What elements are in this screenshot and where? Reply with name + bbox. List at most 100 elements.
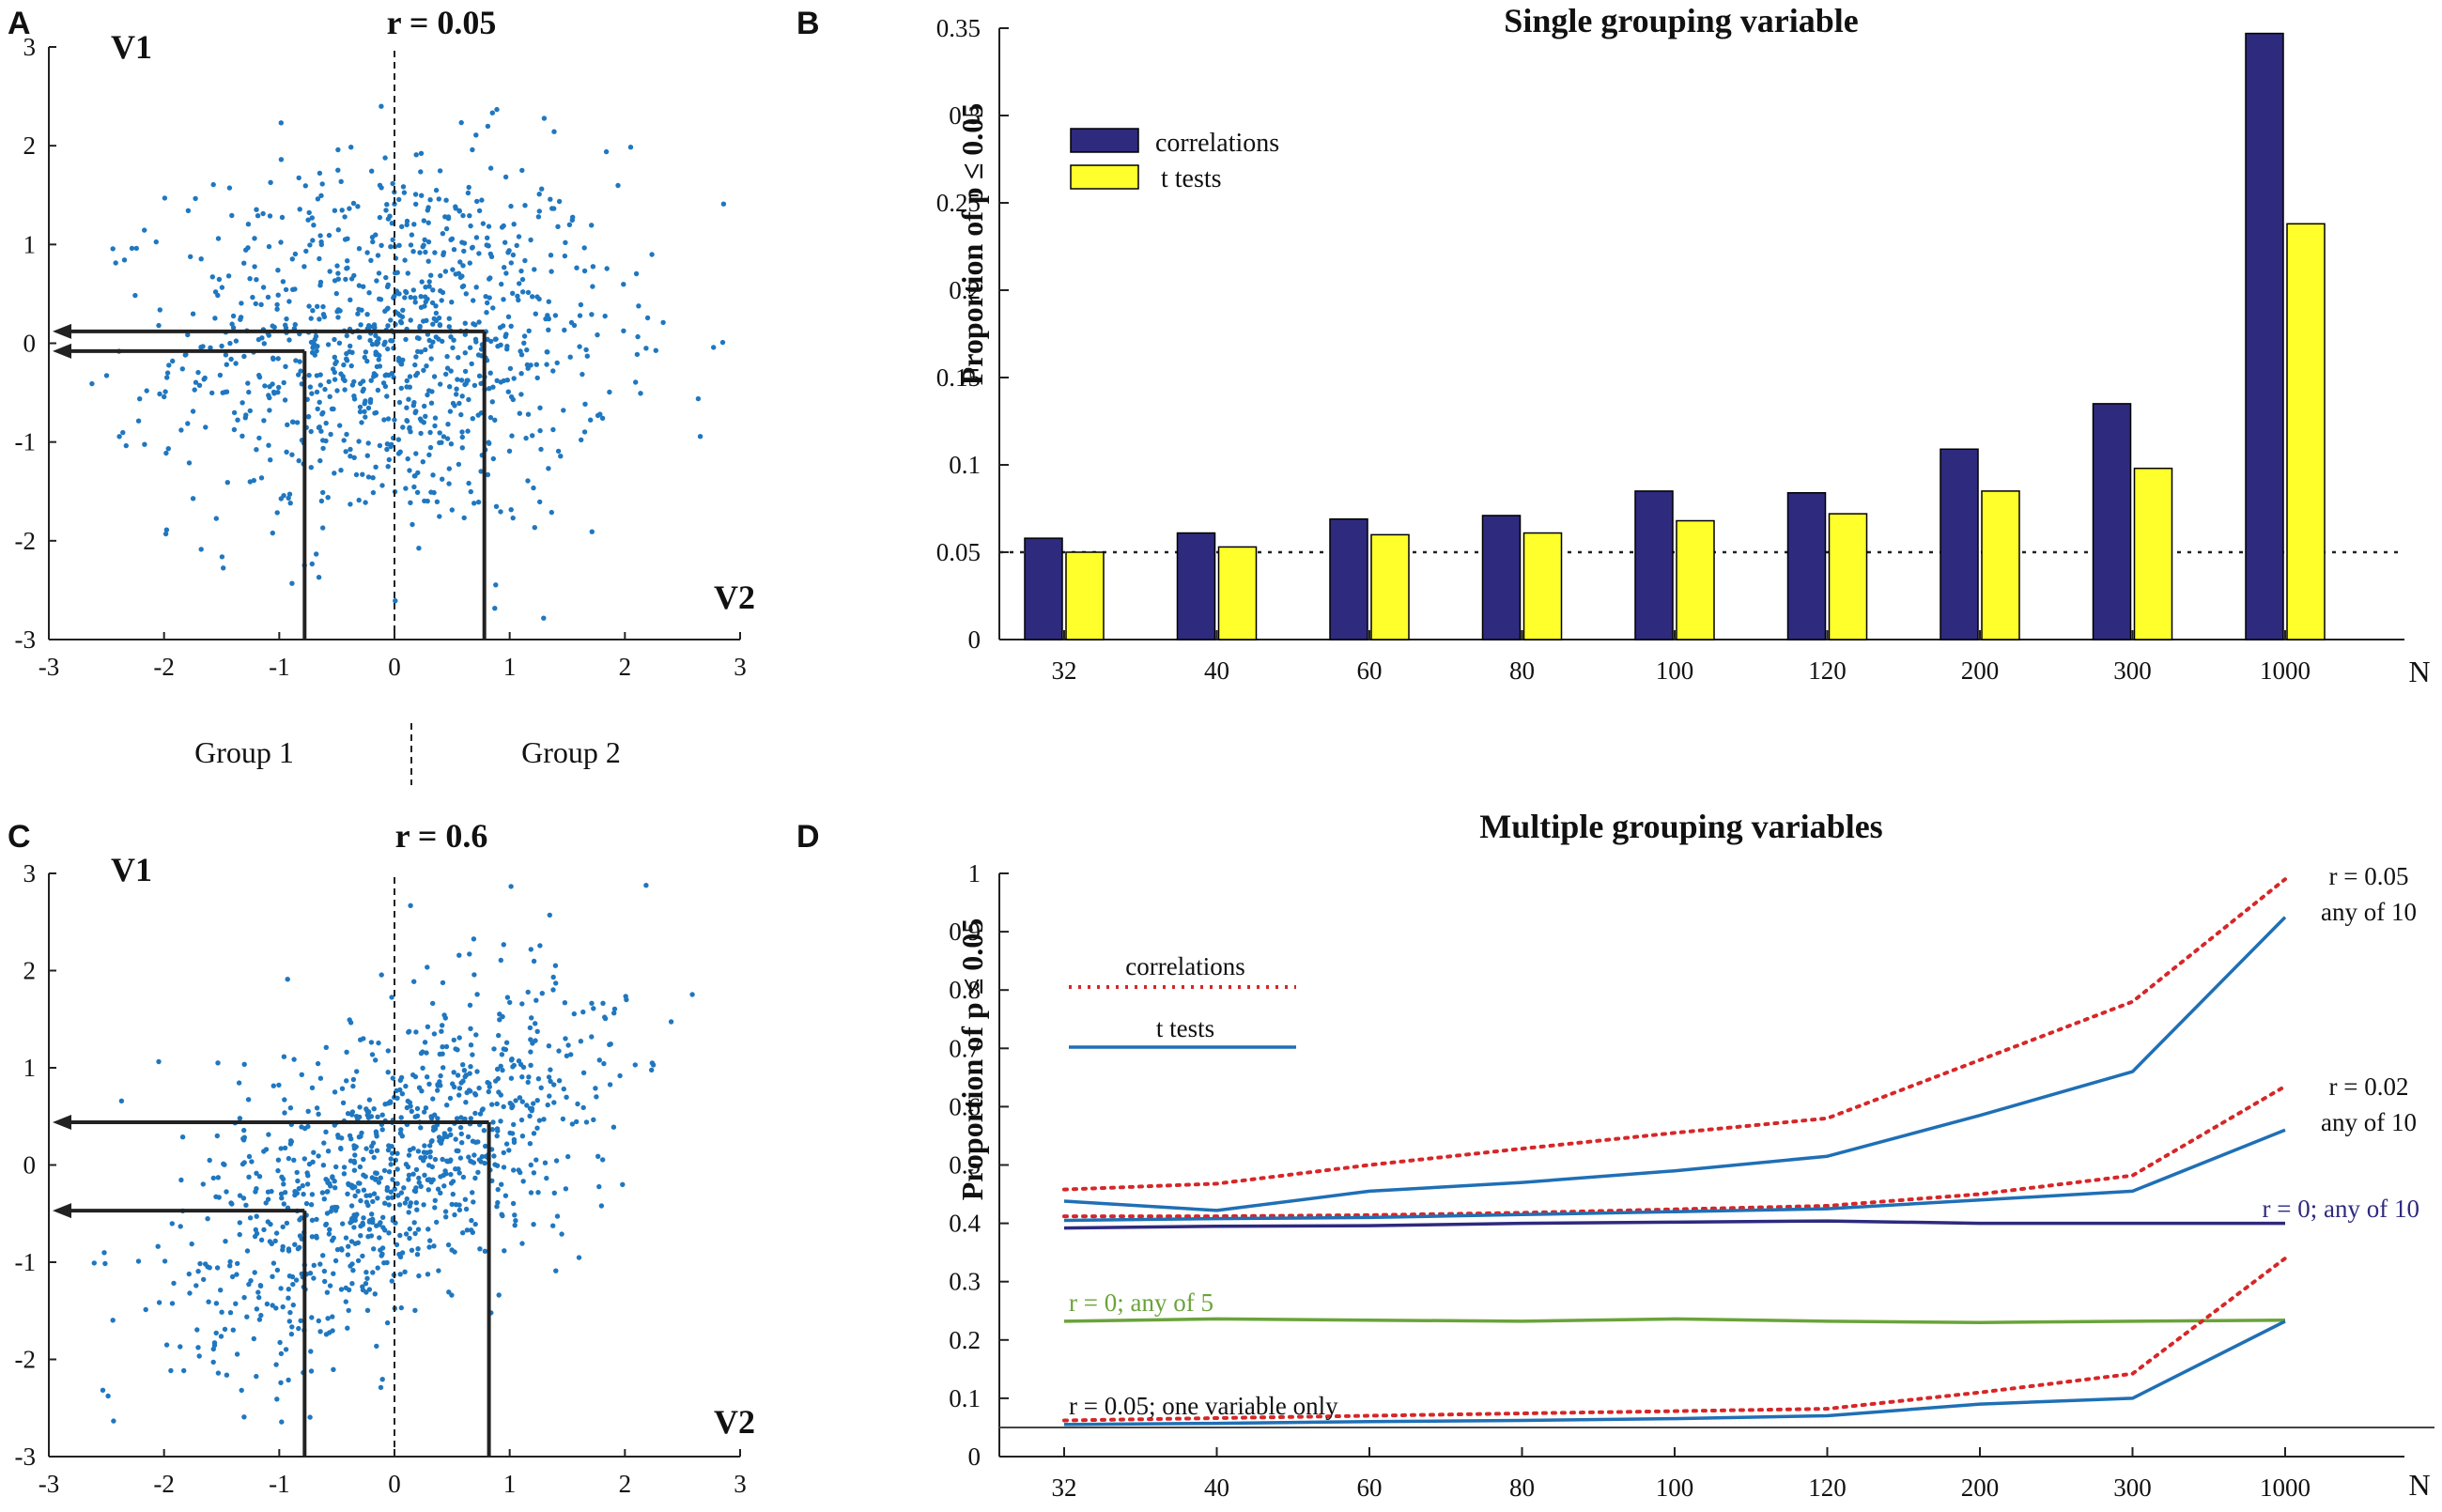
- data-point: [399, 1091, 406, 1097]
- data-point: [317, 255, 322, 262]
- data-point: [611, 1011, 617, 1016]
- data-point: [276, 384, 282, 391]
- data-point: [446, 1289, 452, 1295]
- data-point: [469, 1217, 474, 1224]
- data-point: [498, 342, 503, 347]
- data-point: [215, 236, 222, 241]
- data-point: [293, 1277, 300, 1283]
- data-point: [318, 428, 324, 434]
- data-point: [621, 328, 626, 333]
- data-point: [475, 1169, 481, 1176]
- y-tick-label: 0.6: [949, 1092, 981, 1120]
- data-point: [390, 1075, 395, 1081]
- data-point: [433, 187, 440, 193]
- data-point: [434, 1219, 440, 1226]
- data-point: [398, 320, 405, 326]
- data-point: [428, 344, 434, 349]
- data-point: [541, 615, 547, 621]
- data-point: [361, 284, 366, 289]
- data-point: [438, 1174, 443, 1180]
- data-point: [278, 157, 285, 162]
- data-point: [422, 403, 427, 409]
- annotation-r005-line1: r = 0.05: [2329, 862, 2409, 890]
- data-point: [275, 356, 281, 362]
- data-point: [459, 273, 465, 279]
- data-point: [239, 301, 244, 306]
- data-point: [294, 420, 301, 425]
- data-point: [528, 1062, 533, 1069]
- data-point: [255, 213, 261, 219]
- data-point: [345, 1111, 351, 1117]
- data-point: [396, 291, 402, 297]
- data-point: [478, 380, 484, 387]
- data-point: [549, 269, 554, 274]
- data-point: [537, 943, 543, 949]
- data-point: [229, 212, 235, 219]
- data-point: [395, 1193, 401, 1198]
- data-point: [404, 222, 410, 227]
- panel-d-letter: D: [796, 819, 820, 855]
- data-point: [390, 180, 395, 187]
- data-point: [531, 958, 537, 964]
- data-point: [212, 289, 219, 295]
- data-point: [309, 349, 316, 356]
- data-point: [385, 1147, 392, 1153]
- data-point: [385, 1070, 391, 1075]
- data-point: [524, 1103, 530, 1108]
- data-point: [323, 420, 329, 426]
- data-point: [362, 409, 367, 414]
- data-point: [350, 1083, 356, 1089]
- data-point: [265, 1189, 271, 1195]
- data-point: [383, 208, 389, 213]
- data-point: [427, 1238, 433, 1243]
- data-point: [498, 1092, 503, 1098]
- data-point: [552, 963, 559, 968]
- data-point: [137, 396, 143, 402]
- data-point: [348, 1136, 354, 1142]
- data-point: [209, 274, 215, 280]
- data-point: [649, 252, 655, 257]
- panel-a-title: r = 0.05: [387, 4, 497, 41]
- data-point: [440, 252, 446, 257]
- data-point: [389, 1195, 395, 1200]
- data-point: [243, 1202, 249, 1209]
- data-point: [317, 424, 322, 430]
- data-point: [168, 1367, 174, 1374]
- data-point: [325, 495, 331, 501]
- data-point: [511, 1062, 517, 1069]
- data-point: [317, 233, 323, 239]
- data-point: [466, 1088, 472, 1093]
- data-point: [162, 393, 167, 400]
- data-point: [370, 475, 376, 481]
- data-point: [503, 1141, 510, 1147]
- data-point: [527, 1025, 533, 1031]
- data-point: [360, 471, 365, 477]
- data-point: [169, 1221, 175, 1227]
- data-point: [285, 977, 290, 982]
- legend-correlations-label: correlations: [1155, 129, 1279, 158]
- data-point: [501, 297, 506, 302]
- data-point: [627, 145, 634, 150]
- data-point: [471, 321, 476, 327]
- data-point: [261, 1149, 267, 1154]
- data-point: [216, 276, 223, 283]
- data-point: [643, 346, 649, 351]
- data-point: [487, 386, 492, 392]
- data-point: [533, 362, 539, 367]
- data-point: [426, 388, 432, 393]
- data-point: [326, 232, 332, 239]
- data-point: [379, 1245, 386, 1251]
- data-point: [432, 1197, 438, 1204]
- data-point: [241, 1061, 247, 1068]
- data-point: [348, 1203, 355, 1209]
- data-point: [355, 1257, 362, 1264]
- data-point: [435, 1186, 441, 1192]
- data-point: [527, 1141, 533, 1147]
- data-point: [340, 1100, 347, 1106]
- bar-correlations-120: [1786, 492, 1827, 640]
- data-point: [317, 457, 323, 464]
- data-point: [476, 208, 483, 214]
- data-point: [370, 1140, 377, 1146]
- data-point: [550, 426, 556, 433]
- data-point: [425, 239, 432, 245]
